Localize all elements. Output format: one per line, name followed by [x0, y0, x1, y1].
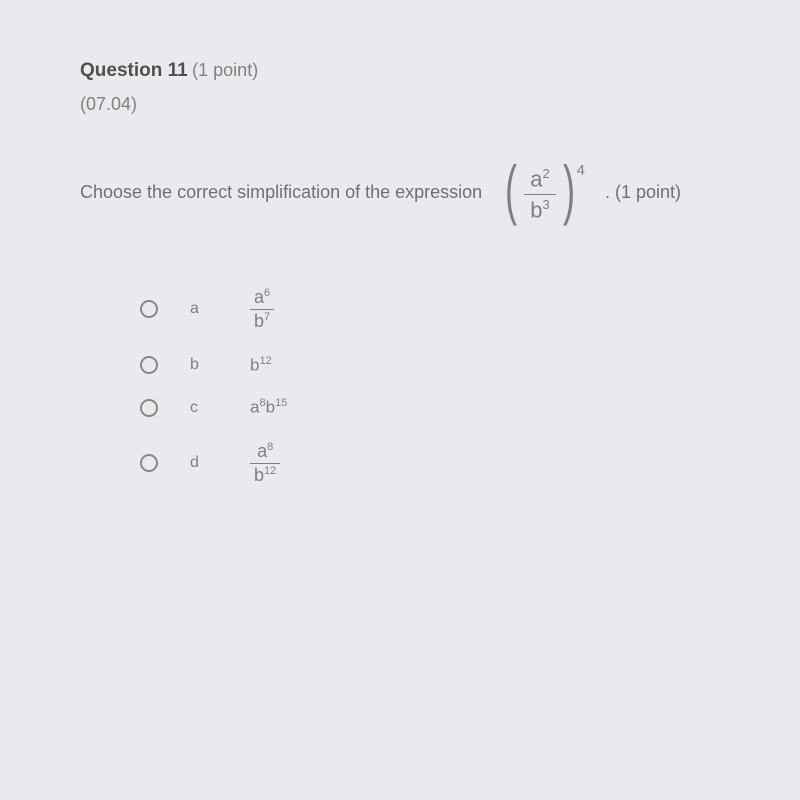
- option-d[interactable]: d a8 b12: [140, 440, 720, 487]
- radio-button[interactable]: [140, 300, 158, 318]
- question-number: Question 11: [80, 60, 188, 81]
- frac-numerator: a2: [524, 164, 555, 194]
- expression: ( a2 b3 ) 4: [500, 160, 585, 226]
- fraction: a2 b3: [524, 164, 555, 226]
- options-list: a a6 b7 b b12 c a8b15 d a8 b12: [140, 286, 720, 487]
- radio-button[interactable]: [140, 356, 158, 374]
- prompt-text: Choose the correct simplification of the…: [80, 182, 482, 203]
- points-label: (1 point): [192, 60, 258, 80]
- option-letter: a: [190, 300, 220, 318]
- radio-button[interactable]: [140, 399, 158, 417]
- option-letter: c: [190, 399, 220, 417]
- option-c[interactable]: c a8b15: [140, 397, 720, 418]
- radio-button[interactable]: [140, 454, 158, 472]
- paren-right: ): [563, 160, 575, 218]
- option-expression: a8 b12: [250, 440, 280, 487]
- option-letter: b: [190, 356, 220, 374]
- frac-denominator: b3: [524, 195, 555, 225]
- paren-left: (: [505, 160, 517, 218]
- option-expression: a8b15: [250, 397, 287, 418]
- option-letter: d: [190, 454, 220, 472]
- question-header: Question 11 (1 point): [80, 60, 720, 82]
- option-expression: b12: [250, 355, 272, 376]
- option-a[interactable]: a a6 b7: [140, 286, 720, 333]
- option-b[interactable]: b b12: [140, 355, 720, 376]
- prompt-row: Choose the correct simplification of the…: [80, 160, 720, 226]
- option-expression: a6 b7: [250, 286, 274, 333]
- outer-exponent: 4: [577, 162, 585, 179]
- question-code: (07.04): [80, 94, 720, 115]
- points-after: . (1 point): [605, 182, 681, 203]
